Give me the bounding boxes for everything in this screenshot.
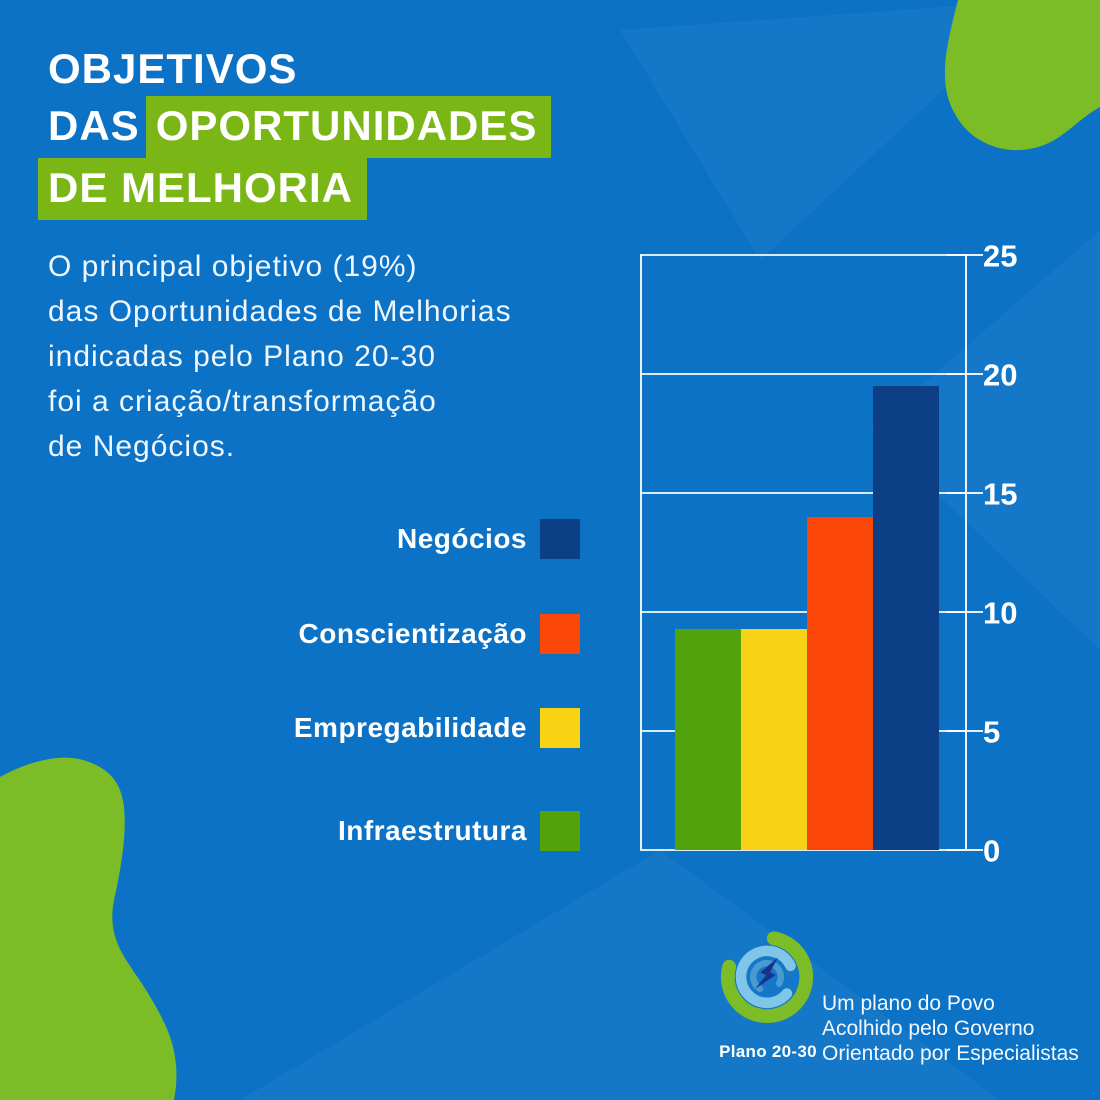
bar-chart: 0 5 10 15 20 25	[640, 241, 1017, 867]
bar-negocios	[873, 385, 939, 850]
y-axis-label-20: 20	[983, 357, 1018, 393]
logo-arc-lightblue	[735, 945, 796, 1009]
legend-swatch-empregabilidade	[540, 708, 580, 748]
axis-tick-5	[947, 730, 983, 732]
legend-label: Negócios	[396, 523, 527, 554]
chart-plot-area: 0 5 10 15 20 25	[640, 241, 1017, 867]
brand-label: Plano 20-30	[719, 1042, 817, 1061]
y-axis-label-0: 0	[983, 833, 1001, 869]
intro-line: indicadas pelo Plano 20-30	[48, 340, 436, 373]
gridline-20	[640, 373, 967, 375]
gridline-0	[640, 849, 967, 851]
y-axis-label-15: 15	[983, 476, 1018, 512]
intro-paragraph: O principal objetivo (19%) das Oportunida…	[48, 244, 512, 469]
lightning-bolt-icon	[755, 957, 779, 989]
plano-20-30-logo	[720, 931, 814, 1024]
tagline-line: Um plano do Povo	[822, 992, 995, 1015]
legend-swatch-infraestrutura	[540, 811, 580, 851]
title-line-1: OBJETIVOS	[48, 45, 298, 92]
title-line-2-highlight: OPORTUNIDADES	[145, 96, 552, 158]
axis-tick-0	[947, 849, 983, 851]
y-axis-label-5: 5	[983, 714, 1001, 750]
legend-swatch-negocios	[540, 519, 580, 559]
legend-item-infraestrutura: Infraestrutura	[338, 811, 580, 851]
watermark-shape	[870, 230, 1100, 650]
bar-empregabilidade	[741, 628, 807, 850]
legend-item-negocios: Negócios	[397, 519, 580, 559]
intro-line: de Negócios.	[48, 430, 236, 463]
legend-label: Conscientização	[298, 618, 527, 649]
legend-swatch-conscientizacao	[540, 614, 580, 654]
watermark-shape	[240, 850, 1000, 1100]
watermark-shape	[620, 0, 1040, 260]
bar-conscientizacao	[807, 516, 873, 850]
logo-arc-midblue	[750, 960, 784, 993]
blob-top-right	[944, 0, 1100, 151]
gridline-10	[640, 611, 967, 613]
intro-line: foi a criação/transformação	[48, 385, 437, 418]
legend-item-conscientizacao: Conscientização	[299, 614, 580, 654]
gridline-25	[640, 254, 967, 256]
bar-infraestrutura	[675, 628, 741, 850]
legend-item-empregabilidade: Empregabilidade	[294, 708, 580, 748]
title-line-3-highlight: DE MELHORIA	[38, 158, 367, 220]
legend-label: Empregabilidade	[293, 712, 527, 743]
logo-arc-green	[720, 931, 814, 1024]
gridline-15	[640, 492, 967, 494]
title-line-2-prefix: DAS	[48, 102, 140, 149]
footer-tagline: Um plano do Povo Acolhido pelo Governo Ori…	[822, 991, 1079, 1066]
page-title: OBJETIVOS DAS OPORTUNIDADES DE MELHORIA	[38, 42, 552, 220]
axis-tick-20	[947, 373, 983, 375]
legend-label: Infraestrutura	[337, 815, 527, 846]
intro-line: O principal objetivo (19%)	[48, 250, 418, 283]
y-axis-label-10: 10	[983, 595, 1018, 631]
axis-tick-25	[947, 254, 983, 256]
y-axis-label-25: 25	[983, 238, 1018, 274]
axis-tick-10	[947, 611, 983, 613]
tagline-line: Orientado por Especialistas	[822, 1042, 1079, 1065]
blob-bottom-left	[0, 757, 177, 1100]
tagline-line: Acolhido pelo Governo	[822, 1017, 1035, 1040]
axis-tick-15	[947, 492, 983, 494]
intro-line: das Oportunidades de Melhorias	[48, 295, 512, 328]
